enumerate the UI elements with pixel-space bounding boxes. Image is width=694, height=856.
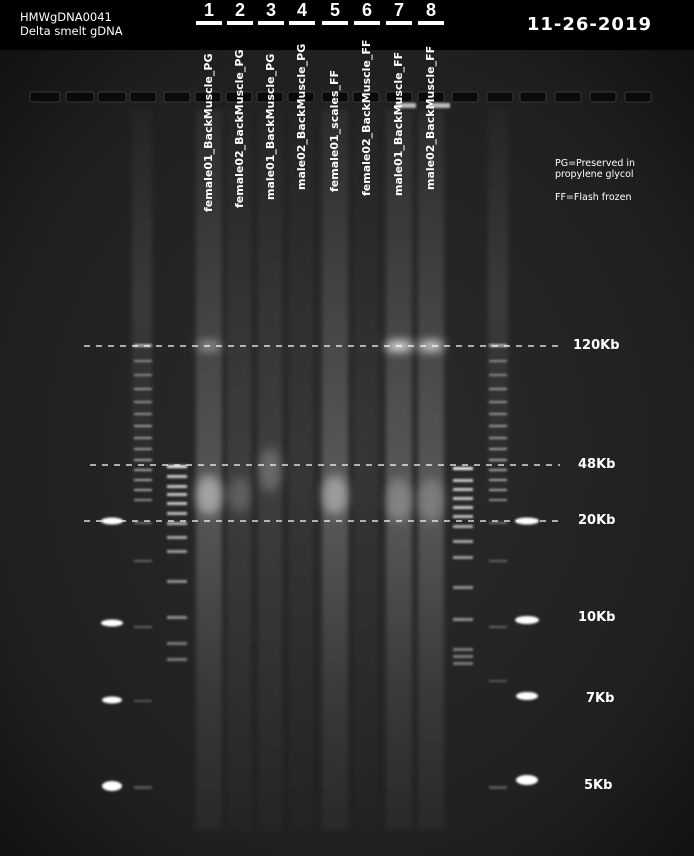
lane-label: male02_BackMuscle_FF (424, 45, 437, 190)
wells (29, 91, 652, 103)
lane-label: female02_BackMuscle_FF (360, 39, 373, 196)
sample-description: Delta smelt gDNA (20, 24, 123, 38)
lane-label: female02_BackMuscle_PG (233, 49, 246, 208)
lane-label: female01_BackMuscle_PG (202, 53, 215, 212)
lane-number: 7 (393, 0, 404, 20)
ladder-bands-pfg (134, 344, 507, 789)
lane-number: 5 (329, 0, 340, 20)
legend-pg: PG=Preserved in propylene glycol (555, 158, 636, 180)
lane-number: 8 (425, 0, 436, 20)
lane-number: 4 (296, 0, 307, 20)
size-label-120kb: 120Kb (573, 338, 620, 353)
gel-date: 11-26-2019 (526, 14, 652, 35)
lane-bar (289, 21, 315, 25)
lane-number: 1 (203, 0, 214, 20)
size-label-5kb: 5Kb (584, 778, 613, 793)
sample-smears (132, 110, 508, 830)
legend-ff: FF=Flash frozen (555, 192, 632, 203)
lane-bar (354, 21, 380, 25)
size-label-7kb: 7Kb (586, 691, 615, 706)
sample-id: HMWgDNA0041 (20, 10, 112, 24)
lane-label: male01_BackMuscle_PG (264, 53, 277, 200)
lane-bar (322, 21, 348, 25)
size-label-20kb: 20Kb (578, 513, 616, 528)
lane-bar (196, 21, 222, 25)
lane-label: male02_BackMuscle_PG (295, 43, 308, 190)
size-reference-lines (84, 345, 560, 522)
hmw-bands (196, 341, 444, 522)
lane-number: 2 (234, 0, 245, 20)
lane-bar (258, 21, 284, 25)
size-label-48kb: 48Kb (578, 457, 616, 472)
lane-bar (418, 21, 444, 25)
size-label-10kb: 10Kb (578, 610, 616, 625)
lane-bar (227, 21, 253, 25)
ladder-bands-mid (167, 465, 473, 665)
sample-well-glow (396, 103, 450, 108)
ladder-bands-outer (101, 517, 539, 791)
lane-number: 6 (361, 0, 372, 20)
lane-label: female01_scales_FF (328, 70, 341, 192)
lane-number: 3 (265, 0, 276, 20)
lane-bar (386, 21, 412, 25)
lane-label: male01_BackMuscle_FF (392, 51, 405, 196)
